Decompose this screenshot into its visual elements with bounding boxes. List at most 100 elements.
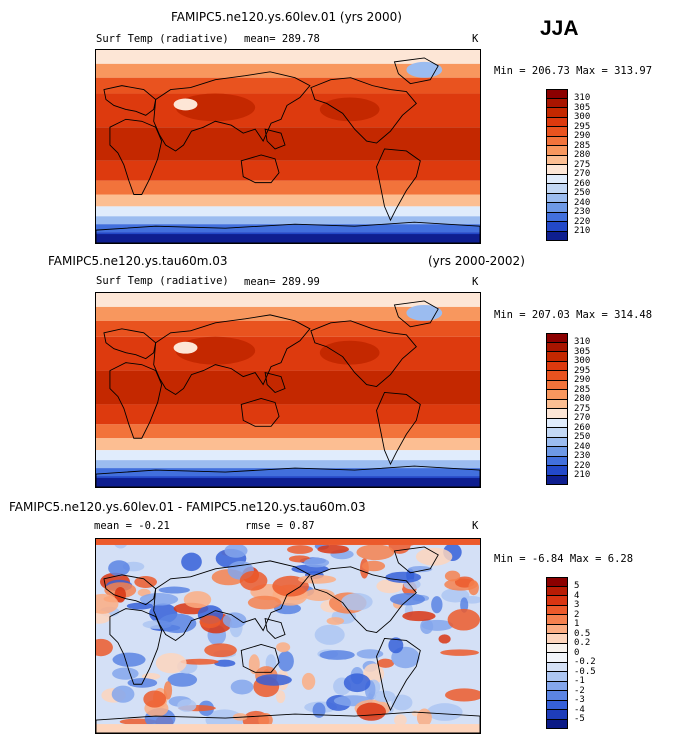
cold-anomaly bbox=[420, 618, 434, 635]
colorbar-swatch bbox=[546, 222, 568, 232]
colorbar-swatch bbox=[546, 108, 568, 118]
colorbar-swatch bbox=[546, 428, 568, 438]
warm-region bbox=[175, 336, 256, 365]
temperature-band bbox=[96, 438, 480, 451]
panel2-mean: mean= 289.99 bbox=[244, 276, 320, 288]
coastline bbox=[376, 392, 421, 466]
cold-anomaly bbox=[304, 557, 330, 568]
panel2-minmax: Min = 207.03 Max = 314.48 bbox=[494, 309, 653, 321]
colorbar-swatch bbox=[546, 371, 568, 381]
colorbar-label: 305 bbox=[574, 346, 591, 357]
warm-anomaly bbox=[199, 615, 221, 629]
colorbar-label: -1 bbox=[574, 676, 585, 686]
panel1-variable: Surf Temp (radiative) bbox=[96, 33, 229, 45]
temperature-band bbox=[96, 404, 480, 425]
colorbar-swatch bbox=[546, 624, 568, 634]
coastline bbox=[264, 128, 286, 150]
coastline bbox=[153, 71, 311, 152]
panel3-title: FAMIPC5.ne120.ys.60lev.01 - FAMIPC5.ne12… bbox=[9, 500, 366, 514]
coastline bbox=[96, 465, 480, 487]
temperature-band bbox=[96, 93, 480, 128]
temperature-band bbox=[96, 216, 480, 225]
coastline bbox=[109, 608, 163, 685]
cold-region bbox=[173, 98, 198, 111]
warm-anomaly bbox=[180, 658, 219, 665]
cold-anomaly bbox=[167, 672, 198, 687]
warm-anomaly bbox=[143, 690, 167, 708]
colorbar-swatch bbox=[546, 700, 568, 710]
colorbar-label: 4 bbox=[574, 590, 580, 601]
warm-anomaly bbox=[258, 713, 273, 728]
cold-anomaly bbox=[177, 699, 197, 712]
colorbar-label: 230 bbox=[574, 207, 591, 217]
colorbar-swatch bbox=[546, 577, 568, 587]
colorbar-label: 250 bbox=[574, 432, 591, 442]
cold-anomaly bbox=[108, 560, 130, 577]
warm-anomaly bbox=[276, 642, 291, 653]
coastline bbox=[393, 300, 439, 328]
cold-anomaly bbox=[314, 624, 345, 645]
coastline bbox=[393, 57, 439, 85]
temperature-band bbox=[96, 468, 480, 477]
colorbar-swatch bbox=[546, 586, 568, 596]
coastline bbox=[376, 638, 421, 712]
colorbar-swatch bbox=[546, 643, 568, 653]
warm-anomaly bbox=[415, 547, 453, 566]
cold-anomaly bbox=[230, 679, 254, 695]
warm-anomaly bbox=[416, 708, 432, 727]
panel1-units: K bbox=[472, 33, 479, 45]
colorbar-label: 290 bbox=[574, 131, 591, 141]
colorbar-swatch bbox=[546, 437, 568, 447]
warm-anomaly bbox=[444, 688, 480, 702]
colorbar-swatch bbox=[546, 98, 568, 108]
colorbar-swatch bbox=[546, 710, 568, 720]
cold-anomaly bbox=[407, 566, 433, 573]
coastline bbox=[96, 221, 480, 243]
cold-region bbox=[173, 341, 198, 354]
coastline bbox=[376, 148, 421, 222]
cold-anomaly bbox=[214, 659, 236, 667]
coastline bbox=[264, 617, 286, 640]
colorbar-swatch bbox=[546, 165, 568, 175]
colorbar-label: -0.5 bbox=[574, 666, 596, 677]
cold-anomaly bbox=[385, 571, 422, 583]
coastline bbox=[109, 362, 163, 439]
colorbar-label: 240 bbox=[574, 441, 591, 452]
season-label: JJA bbox=[540, 17, 579, 40]
colorbar-label: 220 bbox=[574, 216, 591, 227]
warm-anomaly bbox=[301, 672, 316, 690]
coastline bbox=[240, 397, 280, 427]
colorbar-label: 280 bbox=[574, 150, 591, 160]
warm-anomaly bbox=[303, 588, 335, 601]
warm-anomaly bbox=[444, 570, 461, 582]
cold-anomaly bbox=[111, 685, 135, 703]
colorbar-label: 260 bbox=[574, 178, 591, 189]
colorbar-swatch bbox=[546, 466, 568, 476]
colorbar-swatch bbox=[546, 231, 568, 241]
warm-anomaly bbox=[247, 595, 282, 610]
temperature-band bbox=[96, 450, 480, 461]
temperature-band bbox=[96, 424, 480, 439]
coastline bbox=[153, 314, 311, 396]
panel1-title: FAMIPC5.ne120.ys.60lev.01 (yrs 2000) bbox=[171, 10, 402, 24]
colorbar-swatch bbox=[546, 333, 568, 343]
colorbar-swatch bbox=[546, 447, 568, 457]
warm-anomaly bbox=[438, 634, 451, 644]
panel2-title: FAMIPC5.ne120.ys.tau60m.03 bbox=[48, 254, 228, 268]
colorbar-swatch bbox=[546, 174, 568, 184]
temperature-band bbox=[96, 206, 480, 217]
panel1-mean: mean= 289.78 bbox=[244, 33, 320, 45]
warm-anomaly bbox=[356, 702, 386, 721]
coastline bbox=[393, 546, 439, 574]
colorbar-swatch bbox=[546, 399, 568, 409]
panel3-minmax: Min = -6.84 Max = 6.28 bbox=[494, 553, 634, 565]
temperature-band bbox=[96, 336, 480, 371]
warm-anomaly bbox=[440, 649, 480, 656]
polar-anomaly bbox=[96, 539, 480, 545]
colorbar-label: 270 bbox=[574, 169, 591, 179]
cold-anomaly bbox=[341, 593, 373, 611]
colorbar-label: 0 bbox=[574, 647, 580, 658]
colorbar-label: 3 bbox=[574, 600, 580, 610]
colorbar-label: 260 bbox=[574, 422, 591, 433]
colorbar-label: 210 bbox=[574, 226, 591, 236]
